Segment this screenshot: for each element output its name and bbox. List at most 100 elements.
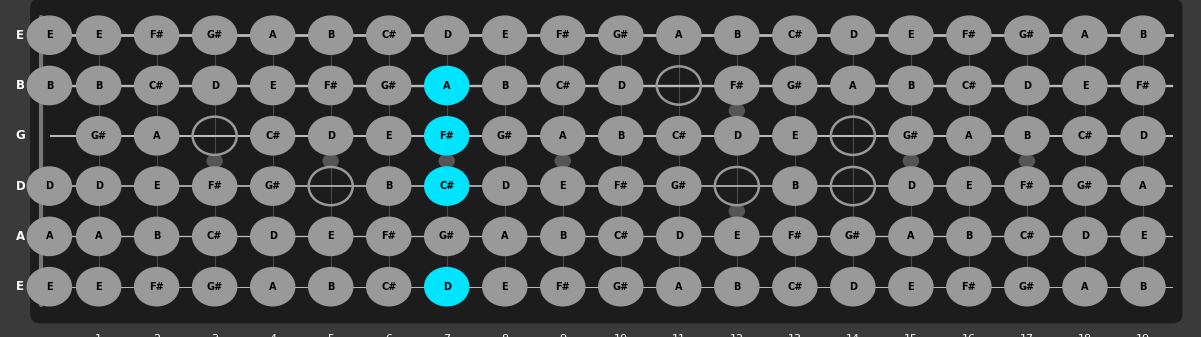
Circle shape xyxy=(715,16,759,54)
Text: D: D xyxy=(501,181,509,191)
Circle shape xyxy=(715,117,759,155)
Circle shape xyxy=(657,217,701,255)
Text: E: E xyxy=(734,232,740,241)
Circle shape xyxy=(77,268,120,306)
Text: F#: F# xyxy=(149,30,165,40)
Text: F#: F# xyxy=(208,181,222,191)
Circle shape xyxy=(192,268,237,306)
Text: G#: G# xyxy=(497,131,513,141)
Text: G#: G# xyxy=(207,282,222,292)
Text: 9: 9 xyxy=(560,335,567,337)
Text: E: E xyxy=(1082,81,1088,91)
Text: E: E xyxy=(46,30,53,40)
Circle shape xyxy=(28,217,71,255)
Circle shape xyxy=(425,268,468,306)
Circle shape xyxy=(483,217,527,255)
Circle shape xyxy=(1121,217,1165,255)
Text: C#: C# xyxy=(265,131,280,141)
Text: C#: C# xyxy=(961,81,976,91)
Text: C#: C# xyxy=(207,232,222,241)
Circle shape xyxy=(729,205,745,218)
Text: 8: 8 xyxy=(501,335,508,337)
Circle shape xyxy=(599,167,643,205)
Text: D: D xyxy=(849,282,856,292)
Circle shape xyxy=(366,167,411,205)
Circle shape xyxy=(946,167,991,205)
Text: A: A xyxy=(501,232,508,241)
Text: F#: F# xyxy=(962,282,976,292)
Circle shape xyxy=(1063,66,1107,104)
Text: F#: F# xyxy=(1020,181,1034,191)
Circle shape xyxy=(425,66,468,104)
Text: G#: G# xyxy=(787,81,803,91)
Text: G#: G# xyxy=(1018,30,1035,40)
Text: E: E xyxy=(17,29,24,42)
Circle shape xyxy=(1005,66,1048,104)
Text: A: A xyxy=(1081,282,1089,292)
Circle shape xyxy=(599,16,643,54)
Circle shape xyxy=(1005,16,1048,54)
Text: D: D xyxy=(327,131,335,141)
Text: 16: 16 xyxy=(962,335,976,337)
Circle shape xyxy=(540,217,585,255)
Circle shape xyxy=(657,167,701,205)
Circle shape xyxy=(889,66,933,104)
Circle shape xyxy=(715,66,759,104)
Text: G#: G# xyxy=(671,181,687,191)
Circle shape xyxy=(28,66,71,104)
Text: E: E xyxy=(560,181,566,191)
Text: A: A xyxy=(1140,181,1147,191)
Circle shape xyxy=(772,268,817,306)
Circle shape xyxy=(540,117,585,155)
Circle shape xyxy=(207,154,222,167)
Text: 2: 2 xyxy=(153,335,160,337)
Text: D: D xyxy=(95,181,102,191)
Text: 5: 5 xyxy=(327,335,334,337)
Text: C#: C# xyxy=(787,30,802,40)
Circle shape xyxy=(483,16,527,54)
Text: B: B xyxy=(966,232,973,241)
Text: A: A xyxy=(558,131,567,141)
Text: C#: C# xyxy=(149,81,165,91)
Circle shape xyxy=(1063,117,1107,155)
Circle shape xyxy=(599,268,643,306)
Text: B: B xyxy=(46,81,53,91)
Text: 17: 17 xyxy=(1020,335,1034,337)
Text: A: A xyxy=(907,232,915,241)
Circle shape xyxy=(251,16,294,54)
Circle shape xyxy=(889,217,933,255)
Circle shape xyxy=(77,217,120,255)
Text: A: A xyxy=(849,81,856,91)
Text: B: B xyxy=(386,181,393,191)
Circle shape xyxy=(77,167,120,205)
Circle shape xyxy=(192,217,237,255)
Circle shape xyxy=(251,217,294,255)
Circle shape xyxy=(77,16,120,54)
Text: F#: F# xyxy=(555,282,570,292)
Circle shape xyxy=(28,16,71,54)
Circle shape xyxy=(135,217,179,255)
Text: F#: F# xyxy=(962,30,976,40)
Circle shape xyxy=(483,268,527,306)
Circle shape xyxy=(483,117,527,155)
Text: E: E xyxy=(502,282,508,292)
Text: E: E xyxy=(154,181,160,191)
Circle shape xyxy=(946,268,991,306)
Text: E: E xyxy=(269,81,276,91)
Text: F#: F# xyxy=(323,81,339,91)
Text: E: E xyxy=(791,131,799,141)
Circle shape xyxy=(309,66,353,104)
Text: D: D xyxy=(443,30,450,40)
Text: G#: G# xyxy=(903,131,919,141)
Circle shape xyxy=(599,66,643,104)
Text: 4: 4 xyxy=(269,335,276,337)
Text: G#: G# xyxy=(613,282,629,292)
Text: A: A xyxy=(443,81,450,91)
Text: C#: C# xyxy=(440,181,454,191)
Text: A: A xyxy=(269,30,276,40)
Circle shape xyxy=(657,268,701,306)
Circle shape xyxy=(1020,154,1034,167)
Circle shape xyxy=(323,154,339,167)
Circle shape xyxy=(1005,268,1048,306)
Text: 13: 13 xyxy=(788,335,802,337)
